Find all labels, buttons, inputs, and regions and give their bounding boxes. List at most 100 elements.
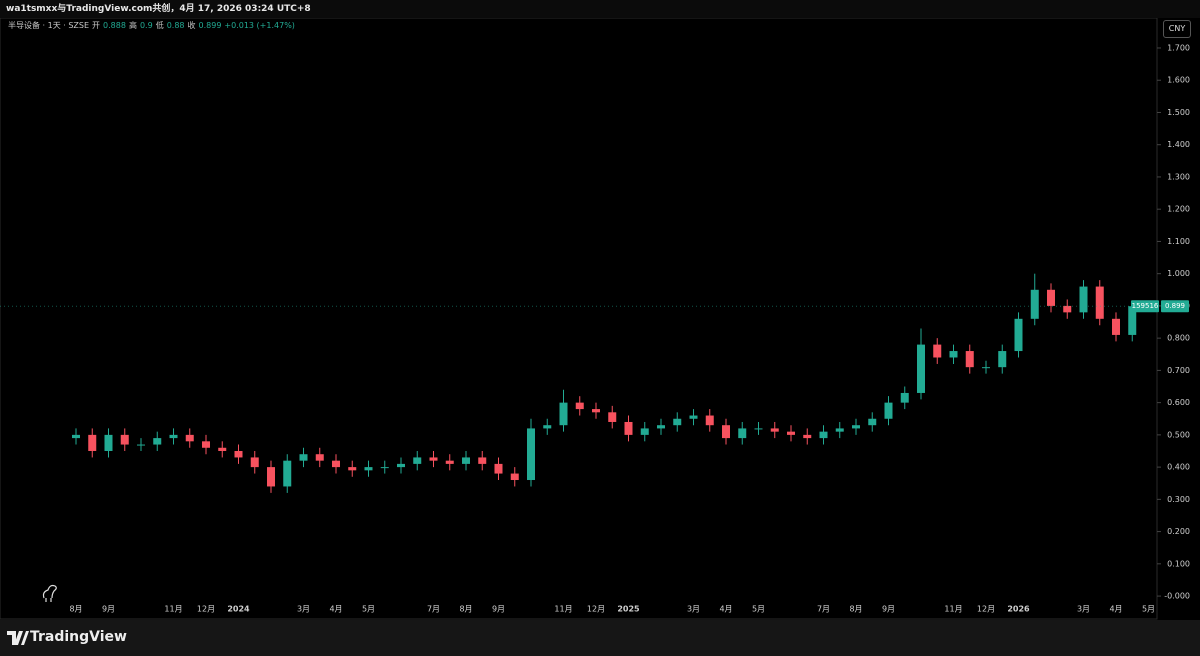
- candle-body: [819, 431, 828, 439]
- candle: [137, 438, 145, 451]
- candle-body: [624, 421, 633, 435]
- candle: [835, 421, 844, 439]
- x-tick-label: 12月: [587, 605, 605, 614]
- candle-body: [982, 367, 990, 369]
- x-tick-label: 12月: [977, 605, 995, 614]
- candle: [494, 457, 503, 481]
- candle-body: [835, 428, 844, 432]
- candle: [104, 428, 113, 458]
- candle: [283, 454, 292, 493]
- candle: [900, 386, 909, 410]
- candle: [380, 460, 389, 474]
- y-tick-label: 1.600: [1167, 76, 1190, 85]
- x-tick-label: 2025: [617, 605, 640, 614]
- y-tick-label: 0.800: [1167, 334, 1190, 343]
- candle: [445, 454, 454, 471]
- candle: [884, 396, 893, 426]
- candle-body: [1047, 289, 1055, 306]
- candle-body: [722, 425, 730, 439]
- candle-body: [72, 434, 80, 439]
- candle-body: [88, 434, 97, 451]
- y-tick-label: 0.500: [1167, 430, 1190, 439]
- candle-body: [933, 344, 942, 358]
- x-tick-label: 11月: [554, 605, 572, 614]
- candle: [770, 421, 779, 439]
- candle: [429, 450, 438, 468]
- candle: [202, 434, 210, 455]
- candle-body: [364, 467, 373, 471]
- candle-body: [510, 473, 519, 481]
- candle-body: [900, 392, 909, 403]
- candle: [72, 428, 80, 445]
- candle-body: [1079, 286, 1088, 313]
- candle-body: [202, 441, 210, 448]
- currency-button[interactable]: CNY: [1163, 20, 1191, 38]
- candle: [705, 409, 714, 432]
- candle: [234, 444, 243, 464]
- candle-body: [1030, 289, 1039, 319]
- y-tick-label: 1.200: [1167, 205, 1190, 214]
- x-tick-label: 9月: [102, 605, 115, 614]
- symbol-box: [1131, 300, 1159, 313]
- candle: [462, 450, 470, 471]
- candle: [510, 467, 519, 487]
- candle-body: [137, 444, 145, 446]
- x-tick-label: 8月: [849, 605, 862, 614]
- candle: [754, 421, 763, 435]
- candle: [1047, 283, 1055, 313]
- candle: [1030, 273, 1039, 326]
- candle: [478, 450, 487, 471]
- x-tick-label: 4月: [719, 605, 732, 614]
- y-tick-label: 0.600: [1167, 398, 1190, 407]
- x-tick-label: 12月: [197, 605, 215, 614]
- candle: [1112, 312, 1120, 342]
- candle-body: [104, 434, 113, 451]
- y-tick-label: 1.000: [1167, 269, 1190, 278]
- candle: [332, 454, 340, 474]
- candle-body: [267, 467, 275, 487]
- last-price-box: [1161, 300, 1189, 313]
- x-tick-label: 11月: [164, 605, 182, 614]
- candle-body: [868, 418, 877, 426]
- brand: TradingView: [30, 629, 127, 645]
- x-tick-label: 5月: [362, 605, 375, 614]
- candle-body: [559, 402, 568, 426]
- candle-body: [462, 457, 470, 464]
- candle-body: [1128, 306, 1137, 335]
- change: +0.013 (+1.47%): [224, 21, 295, 30]
- candle-body: [250, 457, 259, 468]
- candle-body: [332, 460, 340, 468]
- x-tick-label: 9月: [492, 605, 505, 614]
- candle-body: [478, 457, 487, 464]
- candle-body: [397, 463, 405, 468]
- x-tick-label: 3月: [687, 605, 700, 614]
- candle: [559, 389, 568, 432]
- candle-body: [494, 463, 503, 474]
- candle: [673, 412, 682, 432]
- candle: [543, 418, 552, 435]
- candle-body: [640, 428, 649, 435]
- candle-body: [283, 460, 292, 487]
- brand-logo: [7, 631, 29, 645]
- candle-body: [1014, 318, 1023, 352]
- candle-body: [299, 454, 308, 461]
- candle-body: [998, 351, 1007, 368]
- x-tick-label: 8月: [459, 605, 472, 614]
- y-tick-label: 1.700: [1167, 43, 1190, 52]
- candle: [689, 409, 698, 426]
- candle: [803, 428, 812, 445]
- x-tick-label: 7月: [817, 605, 830, 614]
- symbol-label: 159516: [1132, 302, 1159, 310]
- candle-body: [315, 454, 324, 461]
- candle-body: [689, 415, 698, 419]
- candle: [153, 431, 162, 451]
- candle: [527, 418, 535, 487]
- candle: [819, 425, 828, 445]
- symbol-title: 半导设备 · 1天 · SZSE: [8, 21, 90, 30]
- candle-body: [429, 457, 438, 461]
- logo-icon: [42, 584, 57, 602]
- candle-body: [413, 457, 422, 464]
- x-tick-label: 3月: [1077, 605, 1090, 614]
- candle: [738, 421, 747, 445]
- candle-body: [445, 460, 454, 464]
